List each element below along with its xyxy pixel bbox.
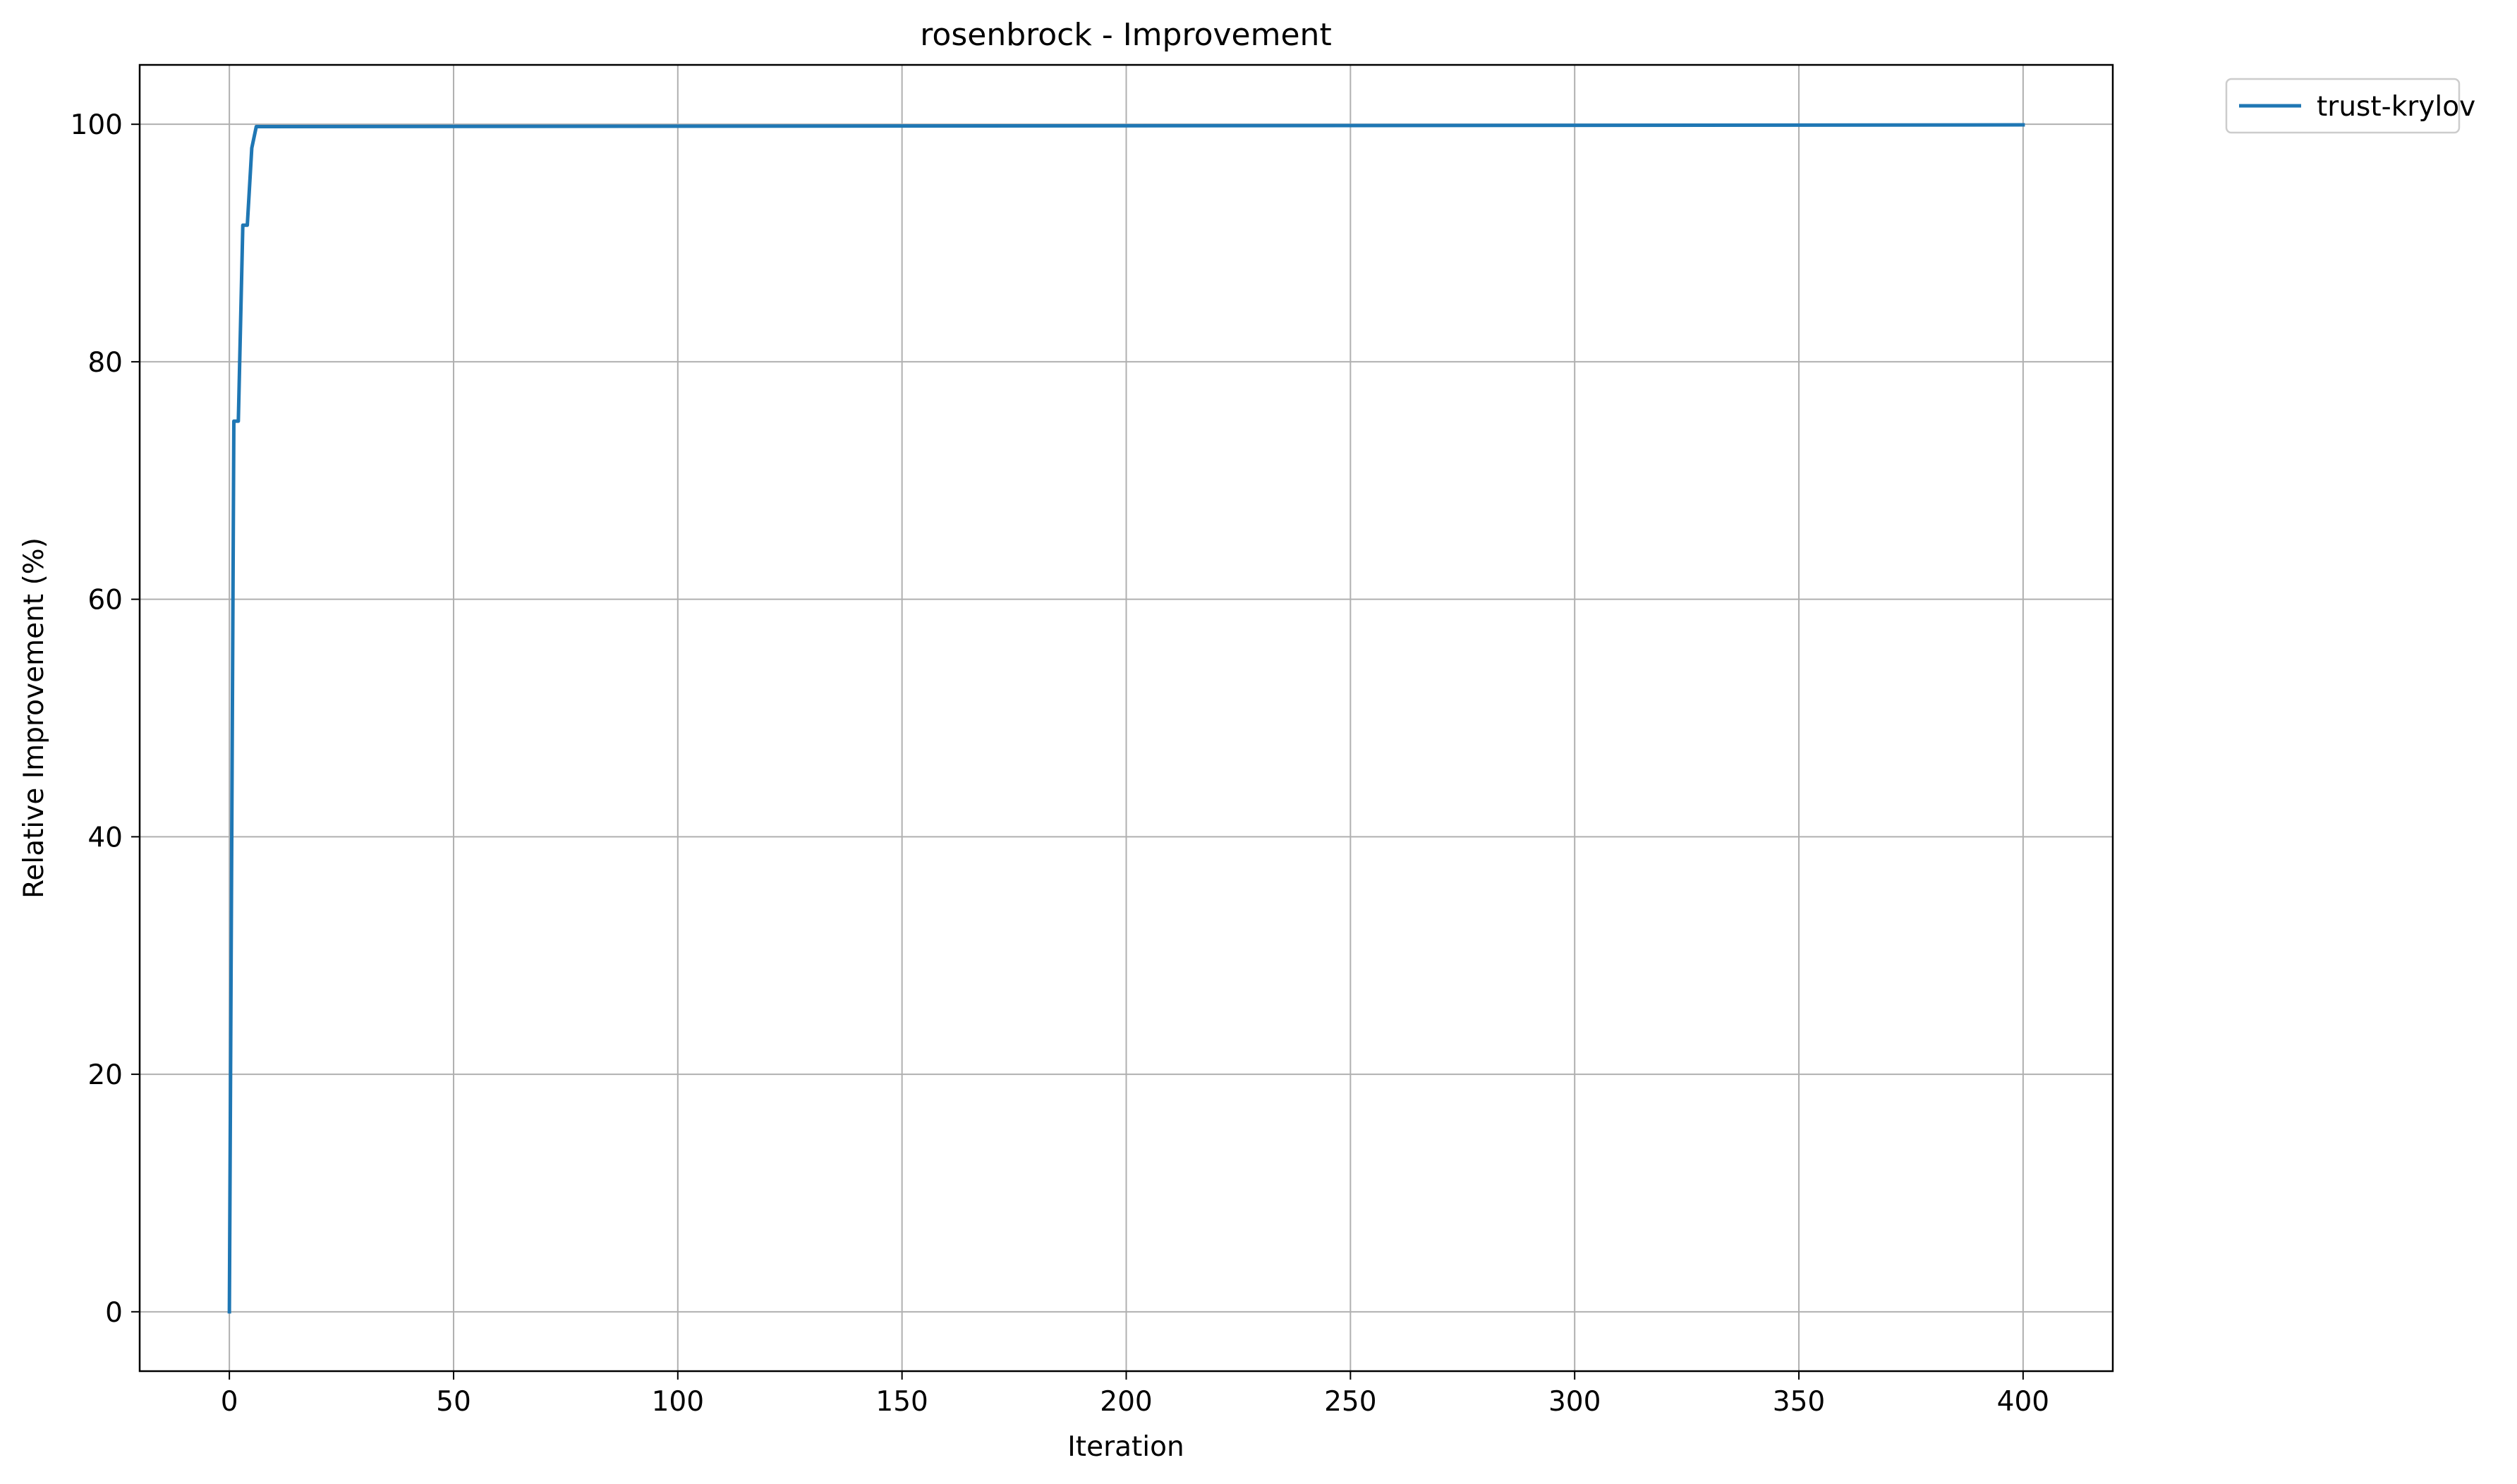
x-axis-label: Iteration [1067,1431,1184,1463]
x-tick-label-100: 100 [652,1386,704,1418]
legend-box [2225,78,2461,134]
ticks: 0 50 100 150 200 250 300 350 400 0 20 40 60 80 100 [71,109,2050,1418]
y-tick-label-20: 20 [87,1059,123,1091]
y-axis-label: Relative Improvement (%) [18,537,50,899]
x-tick-label-50: 50 [436,1386,471,1418]
series-line-trust-krylov [227,123,2025,1314]
x-tick-label-200: 200 [1100,1386,1152,1418]
x-tick-label-350: 350 [1773,1386,1825,1418]
x-tick-label-150: 150 [875,1386,928,1418]
chart-title: rosenbrock - Improvement [920,17,1331,53]
y-tick-label-0: 0 [105,1297,123,1329]
legend-label-trust-krylov: trust-krylov [2317,91,2475,123]
x-tick-label-0: 0 [221,1386,238,1418]
y-tick-label-60: 60 [87,585,123,616]
x-tick-label-400: 400 [1997,1386,2049,1418]
y-tick-label-100: 100 [71,109,123,141]
x-tick-label-250: 250 [1324,1386,1376,1418]
x-tick-label-300: 300 [1548,1386,1601,1418]
legend: trust-krylov [2225,78,2475,134]
y-tick-label-40: 40 [87,822,123,853]
series-layer [227,123,2025,1314]
y-tick-label-80: 80 [87,347,123,379]
grid [140,65,2113,1371]
